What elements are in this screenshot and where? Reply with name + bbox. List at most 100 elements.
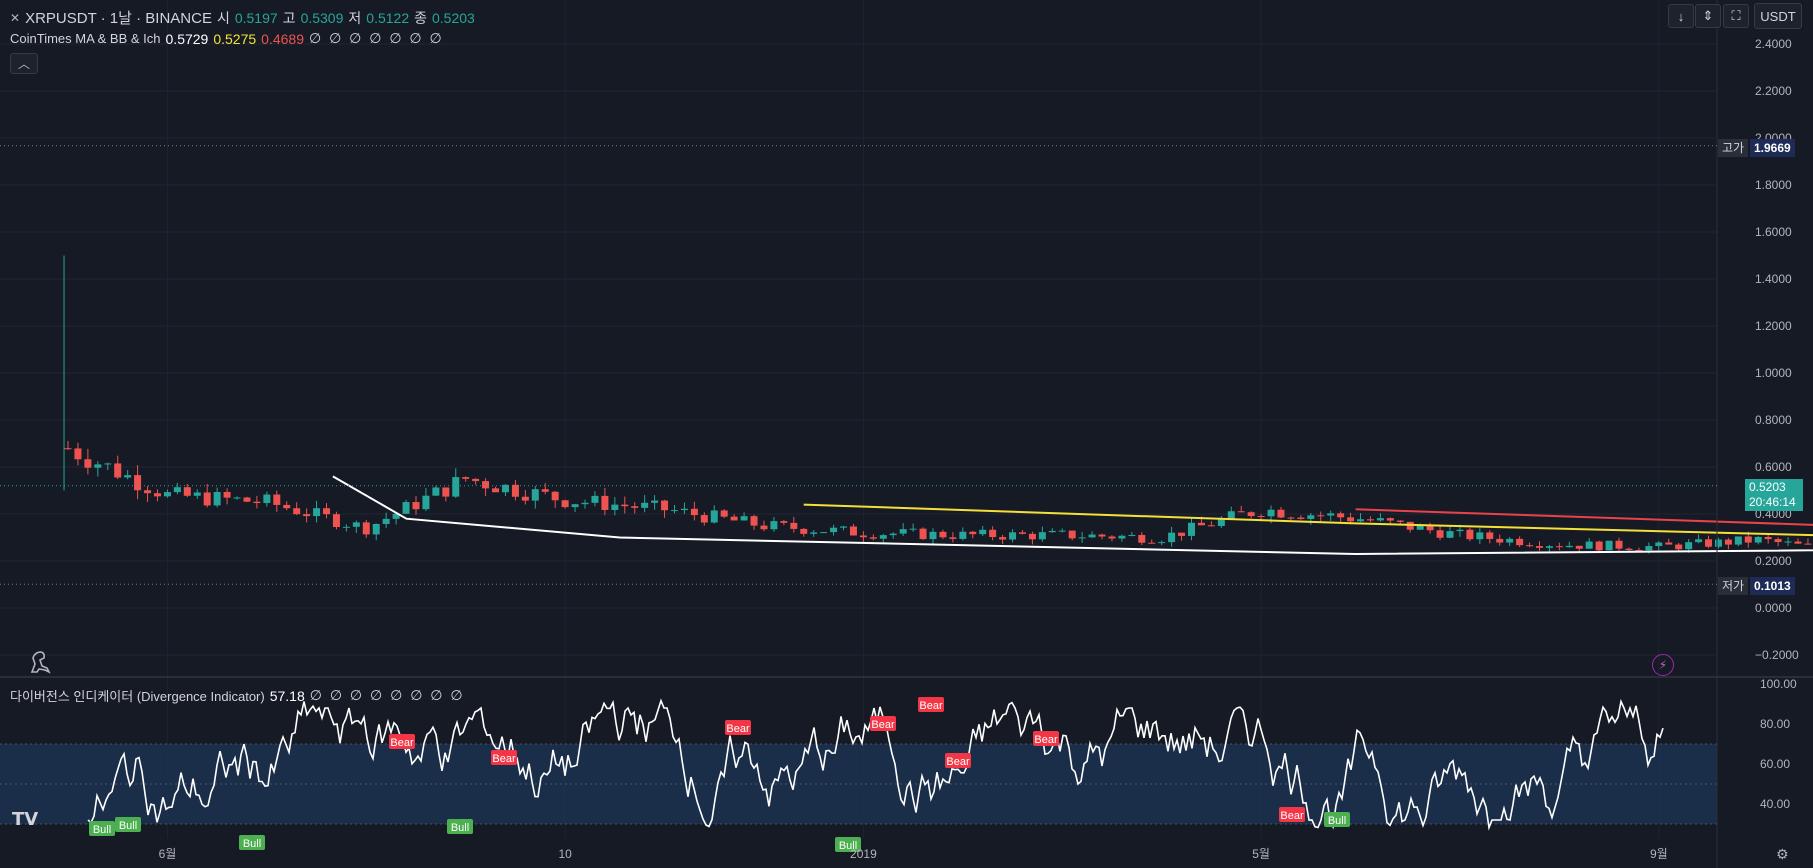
lightning-icon[interactable]: ⚡ [1652, 654, 1674, 676]
candle-body [362, 522, 370, 535]
price-tick-label: 0.8000 [1755, 413, 1792, 427]
candle-body [1227, 511, 1235, 519]
bull-signal: Bull [115, 817, 141, 832]
candle-body [1645, 546, 1653, 551]
bull-signal-bg [835, 837, 861, 852]
candle-body [1595, 541, 1603, 551]
candle-body [213, 492, 221, 506]
price-tick-label: 0.2000 [1755, 554, 1792, 568]
indicator2-empty-values: ∅ ∅ ∅ ∅ ∅ ∅ ∅ ∅ [309, 687, 465, 703]
candle-body [849, 526, 857, 536]
candle-body [919, 528, 927, 540]
candle-body [1267, 509, 1275, 517]
bear-signal-bg [491, 750, 517, 765]
candle-body [621, 504, 629, 507]
candle-body [203, 492, 211, 506]
candle-body [1774, 539, 1782, 543]
candle-body [1526, 545, 1534, 547]
candle-body [452, 477, 460, 497]
candle-body [1327, 513, 1335, 516]
candle-body [223, 492, 231, 498]
price-tick-label: 0.0000 [1755, 601, 1792, 615]
dinosaur-icon[interactable] [27, 650, 53, 674]
candle-body [670, 510, 678, 512]
currency-selector[interactable]: USDT [1754, 3, 1802, 29]
close-label: 종 [414, 9, 427, 26]
candle-body [153, 493, 161, 497]
candle-body [243, 497, 251, 502]
candle-body [1118, 535, 1126, 539]
candle-body [859, 535, 867, 538]
candle-body [144, 490, 152, 494]
candle-body [571, 504, 579, 508]
candle-body [442, 487, 450, 497]
osc-tick-label: 60.00 [1760, 757, 1790, 771]
candle-body [173, 487, 181, 493]
tradingview-logo[interactable]: 𝗧𝗩 [12, 809, 39, 829]
bear-signal-bg [1033, 731, 1059, 746]
bear-signal: Bear [491, 750, 517, 765]
candle-body [1754, 537, 1762, 543]
maximize-pane-button[interactable]: ⛶ [1723, 4, 1749, 28]
time-tick-label: 5월 [1252, 847, 1270, 861]
candle-body [114, 463, 122, 478]
bear-signal-bg [389, 734, 415, 749]
price-tick-label: 2.4000 [1755, 37, 1792, 51]
candle-body [1347, 517, 1355, 522]
close-value: 0.5203 [432, 9, 475, 26]
candle-body [342, 526, 350, 528]
fullscreen-icon: ⛶ [1731, 8, 1741, 23]
candle-body [1456, 529, 1464, 532]
bull-signal: Bull [239, 835, 265, 850]
candle-body [1724, 539, 1732, 545]
indicator2-legend[interactable]: 다이버전스 인디케이터 (Divergence Indicator) 57.18… [10, 686, 465, 705]
candle-body [1168, 532, 1176, 543]
close-symbol-icon[interactable]: ✕ [10, 10, 21, 25]
low-tag-value: 0.1013 [1750, 577, 1795, 595]
candle-body [1416, 525, 1424, 530]
indicator2-name: 다이버전스 인디케이터 (Divergence Indicator) [10, 689, 265, 704]
candle-body [501, 484, 509, 493]
candle-body [104, 463, 112, 465]
candle-body [1695, 539, 1703, 543]
price-tick-label: 2.2000 [1755, 84, 1792, 98]
candle-body [1635, 549, 1643, 551]
candle-body [323, 508, 331, 515]
candle-body [263, 494, 271, 504]
candle-body [511, 484, 519, 497]
candle-body [372, 523, 380, 535]
candle-body [1396, 520, 1404, 522]
candle-body [790, 522, 798, 529]
candle-body [1764, 537, 1772, 540]
candle-body [1018, 532, 1026, 534]
currency-label: USDT [1760, 8, 1796, 24]
candle-body [1217, 518, 1225, 526]
candle-body [1237, 511, 1245, 513]
candle-body [1535, 546, 1543, 548]
candle-body [1277, 509, 1285, 518]
candle-body [332, 514, 340, 528]
bull-signal: Bull [1324, 812, 1350, 827]
open-value: 0.5197 [234, 9, 278, 26]
scroll-down-button[interactable]: ↓ [1668, 4, 1694, 28]
high-tag-label: 고가 [1718, 139, 1749, 157]
collapse-legend-button[interactable]: ︿ [10, 53, 38, 74]
collapse-pane-button[interactable]: ⇕ [1695, 4, 1721, 28]
bear-signal-bg [870, 716, 896, 731]
candle-body [929, 531, 937, 540]
price-tick-label: 1.0000 [1755, 366, 1792, 380]
candle-body [124, 475, 132, 478]
settings-gear-icon[interactable]: ⚙ [1776, 846, 1789, 862]
candle-body [482, 481, 490, 489]
indicator1-legend[interactable]: CoinTimes MA & BB & Ich 0.5729 0.5275 0.… [10, 30, 444, 47]
indicator1-name: CoinTimes MA & BB & Ich [10, 31, 161, 46]
time-tick-label: 6월 [159, 847, 177, 861]
candle-body [64, 448, 72, 450]
candle-body [1128, 534, 1136, 536]
candle-body [84, 459, 92, 468]
candle-body [1794, 541, 1802, 544]
bull-signal-label: Bull [243, 838, 261, 850]
osc-tick-label: 100.00 [1760, 677, 1797, 691]
bear-signal: Bear [945, 753, 971, 768]
